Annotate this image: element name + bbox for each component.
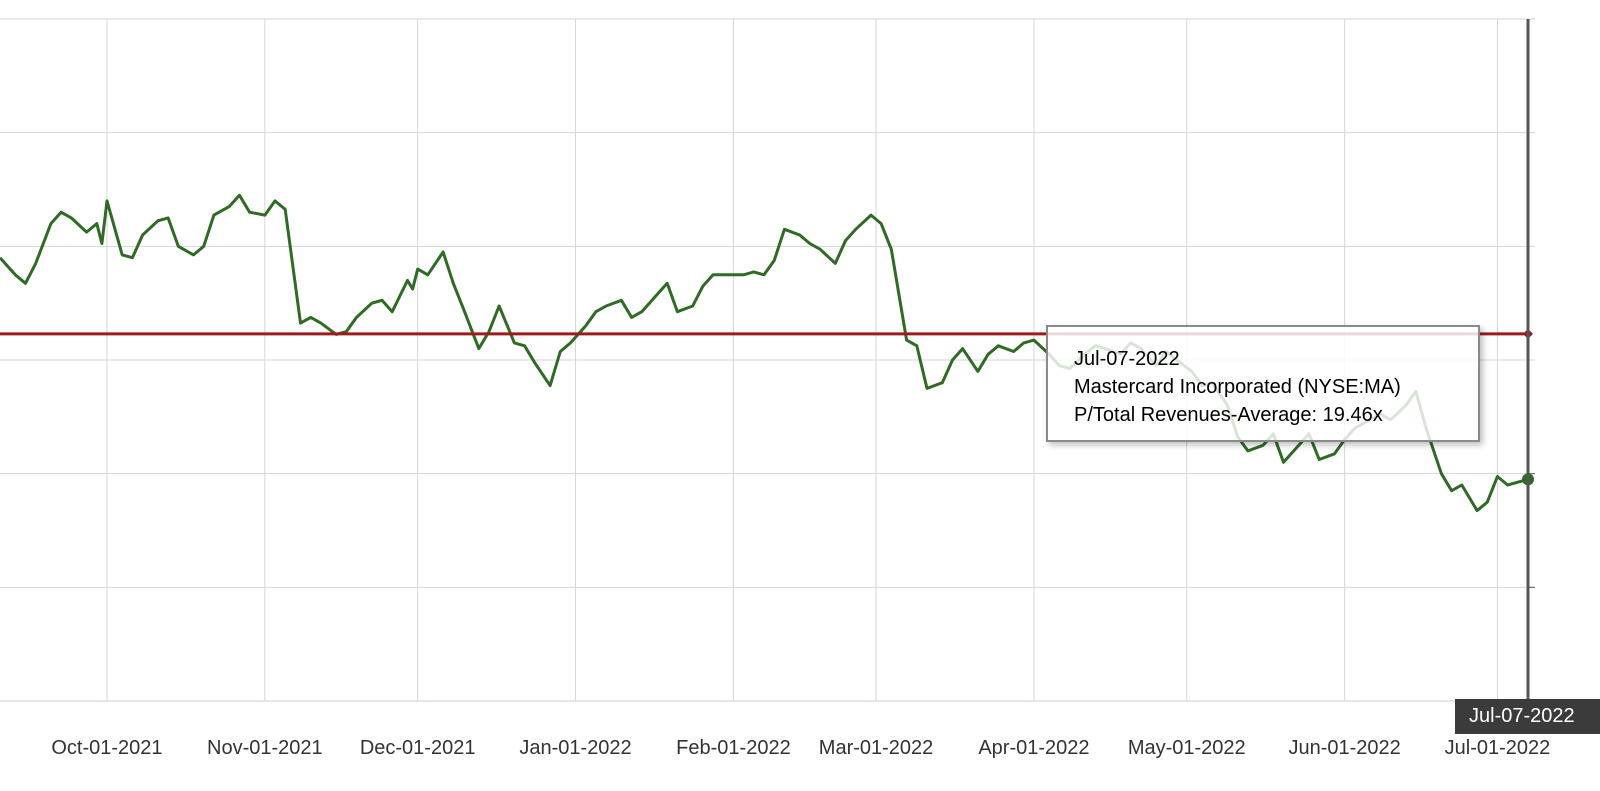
x-tick-label: May-01-2022 (1128, 737, 1246, 759)
x-tick-label: Apr-01-2022 (978, 737, 1089, 759)
tooltip-metric: P/Total Revenues-Average: 19.46x (1074, 404, 1383, 426)
x-tick-label: Oct-01-2021 (51, 737, 162, 759)
tooltip-company: Mastercard Incorporated (NYSE:MA) (1074, 376, 1401, 398)
x-tick-label: Jan-01-2022 (519, 737, 631, 759)
x-tick-label: Mar-01-2022 (819, 737, 934, 759)
x-tick-label: Dec-01-2021 (360, 737, 476, 759)
x-tick-label: Feb-01-2022 (676, 737, 791, 759)
hover-tooltip: Jul-07-2022 Mastercard Incorporated (NYS… (1046, 325, 1480, 442)
x-tick-label: Nov-01-2021 (207, 737, 323, 759)
x-tick-label: Jul-01-2022 (1445, 737, 1551, 759)
tooltip-date: Jul-07-2022 (1074, 348, 1180, 370)
cursor-date-label: Jul-07-2022 (1455, 699, 1600, 734)
grid (0, 18, 1535, 702)
x-axis: Oct-01-2021 Nov-01-2021 Dec-01-2021 Jan-01-… (51, 737, 1550, 759)
hover-cursor (1526, 19, 1535, 699)
x-tick-label: Jun-01-2022 (1288, 737, 1400, 759)
